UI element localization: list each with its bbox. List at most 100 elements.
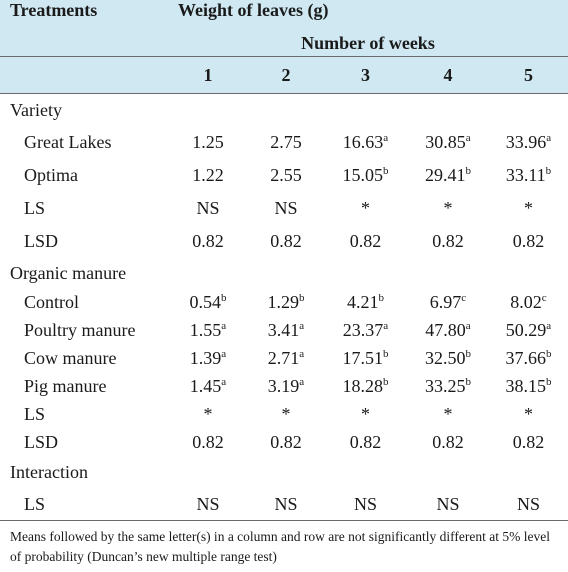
value-cell: 33.11b [489, 158, 568, 191]
cell-value: NS [436, 493, 460, 514]
cell-value: 0.82 [270, 432, 302, 452]
row-label: Poultry manure [24, 320, 136, 340]
value-cell: 0.82 [168, 428, 248, 456]
value-cell: * [168, 400, 248, 428]
value-cell: 16.63a [324, 125, 407, 158]
significance-letter: b [383, 164, 389, 177]
value-cell: 1.22 [168, 158, 248, 191]
value-cell: * [248, 400, 324, 428]
cell-value: NS [516, 493, 540, 514]
significance-letter: b [378, 292, 385, 304]
week-header: 2 [248, 56, 324, 94]
value-cell: 0.82 [407, 224, 489, 257]
table-subtitle: Number of weeks [168, 30, 568, 57]
cell-value: 0.54 [189, 292, 222, 312]
cell-value: 33.25 [425, 376, 466, 396]
cell-value: 0.82 [192, 230, 224, 251]
significance-letter: b [546, 376, 552, 388]
cell-value: 29.41 [425, 164, 466, 185]
significance-letter: c [461, 292, 467, 304]
significance-letter: a [465, 320, 471, 332]
cell-value: 17.51 [342, 348, 384, 368]
significance-letter: a [546, 131, 552, 144]
cell-value: 33.11 [505, 164, 546, 185]
cell-value: * [361, 404, 370, 424]
cell-value: 50.29 [505, 320, 547, 340]
table-row: LS NS NS NS NS NS [0, 487, 568, 521]
section-label: Variety [10, 99, 62, 120]
cell-value: NS [274, 493, 298, 514]
cell-value: * [203, 404, 213, 424]
significance-letter: a [221, 320, 227, 332]
table-row: LSD 0.82 0.82 0.82 0.82 0.82 [0, 224, 568, 257]
significance-letter: a [546, 320, 552, 332]
cell-value: 16.63 [342, 131, 384, 152]
cell-value: * [443, 404, 453, 424]
value-cell: 15.05b [324, 158, 407, 191]
cell-value: 1.45 [189, 376, 222, 396]
cell-value: 0.82 [349, 230, 382, 251]
value-cell: 37.66b [489, 344, 568, 372]
value-cell: * [489, 191, 568, 224]
cell-value: 1.25 [192, 131, 224, 152]
significance-letter: a [383, 131, 389, 144]
treatments-header: Treatments [0, 0, 168, 57]
significance-letter: a [465, 131, 471, 144]
cell-value: * [524, 404, 533, 424]
cell-value: 18.28 [342, 376, 384, 396]
cell-value: NS [353, 493, 377, 514]
value-cell: 18.28b [324, 372, 407, 400]
table-header: Treatments Weight of leaves (g) Number o… [0, 0, 568, 94]
cell-value: 3.19 [267, 376, 300, 396]
value-cell: * [407, 400, 489, 428]
significance-letter: b [383, 376, 389, 388]
significance-letter: b [383, 348, 389, 360]
section-label: Organic manure [10, 262, 127, 283]
results-table: Treatments Weight of leaves (g) Number o… [0, 0, 568, 521]
cell-value: 1.22 [192, 164, 224, 185]
row-label: Cow manure [24, 348, 117, 368]
cell-value: * [443, 197, 453, 218]
significance-letter: a [299, 348, 305, 360]
value-cell: 33.96a [489, 125, 568, 158]
value-cell: 1.39a [168, 344, 248, 372]
value-cell: 29.41b [407, 158, 489, 191]
cell-value: 0.82 [270, 230, 302, 251]
table-row: Pig manure 1.45a 3.19a 18.28b 33.25b 38.15b [0, 372, 568, 400]
value-cell: 0.82 [248, 428, 324, 456]
value-cell: 0.82 [407, 428, 489, 456]
cell-value: NS [196, 197, 220, 218]
cell-value: 2.75 [270, 131, 302, 152]
row-label: Pig manure [24, 376, 107, 396]
value-cell: NS [248, 487, 324, 521]
cell-value: * [524, 197, 533, 218]
week-header: 4 [407, 56, 489, 94]
significance-letter: c [541, 292, 547, 304]
row-label: LSD [24, 230, 59, 251]
cell-value: 0.82 [349, 432, 382, 452]
value-cell: 3.19a [248, 372, 324, 400]
significance-letter: a [383, 320, 389, 332]
value-cell: 0.82 [248, 224, 324, 257]
cell-value: 2.71 [267, 348, 300, 368]
significance-letter: a [221, 376, 227, 388]
significance-letter: a [299, 320, 305, 332]
row-label: Great Lakes [24, 131, 112, 152]
significance-letter: b [465, 348, 472, 360]
table-row: Cow manure 1.39a 2.71a 17.51b 32.50b 37.66b [0, 344, 568, 372]
cell-value: 8.02 [510, 292, 542, 312]
value-cell: 1.55a [168, 316, 248, 344]
cell-value: * [361, 197, 370, 218]
value-cell: 23.37a [324, 316, 407, 344]
row-label: LS [0, 487, 168, 521]
significance-letter: b [545, 164, 552, 177]
value-cell: NS [324, 487, 407, 521]
value-cell: 47.80a [407, 316, 489, 344]
value-cell: 50.29a [489, 316, 568, 344]
value-cell: 4.21b [324, 288, 407, 316]
value-cell: 1.25 [168, 125, 248, 158]
significance-letter: a [299, 376, 305, 388]
value-cell: 2.71a [248, 344, 324, 372]
value-cell: 0.82 [168, 224, 248, 257]
row-label: LS [24, 197, 46, 218]
